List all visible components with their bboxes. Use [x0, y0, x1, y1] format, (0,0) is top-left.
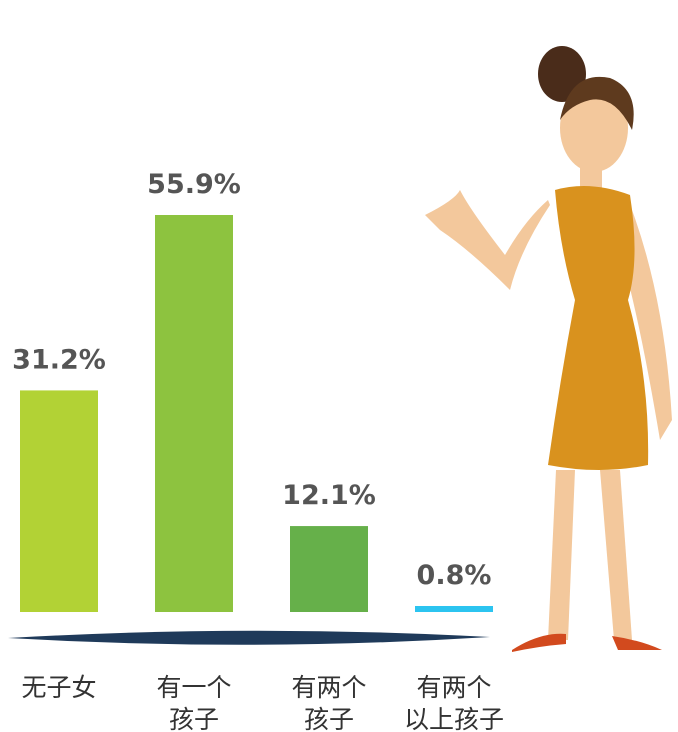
chart: 31.2% 无子女 55.9% 有一个孩子 12.1% 有两个孩子 0.8% 有两个以上孩子 [0, 0, 678, 732]
bar [415, 606, 493, 612]
value-label: 31.2% [12, 344, 106, 375]
value-label: 12.1% [282, 480, 376, 511]
bar [20, 390, 98, 612]
bar [290, 526, 368, 612]
bar [155, 215, 233, 612]
category-label: 有两个以上孩子 [404, 673, 504, 732]
category-label: 无子女 [21, 673, 96, 702]
value-label: 55.9% [147, 169, 241, 200]
category-label: 有一个孩子 [156, 673, 231, 732]
baseline [8, 631, 490, 645]
value-label: 0.8% [417, 560, 492, 591]
category-label: 有两个孩子 [291, 673, 366, 732]
